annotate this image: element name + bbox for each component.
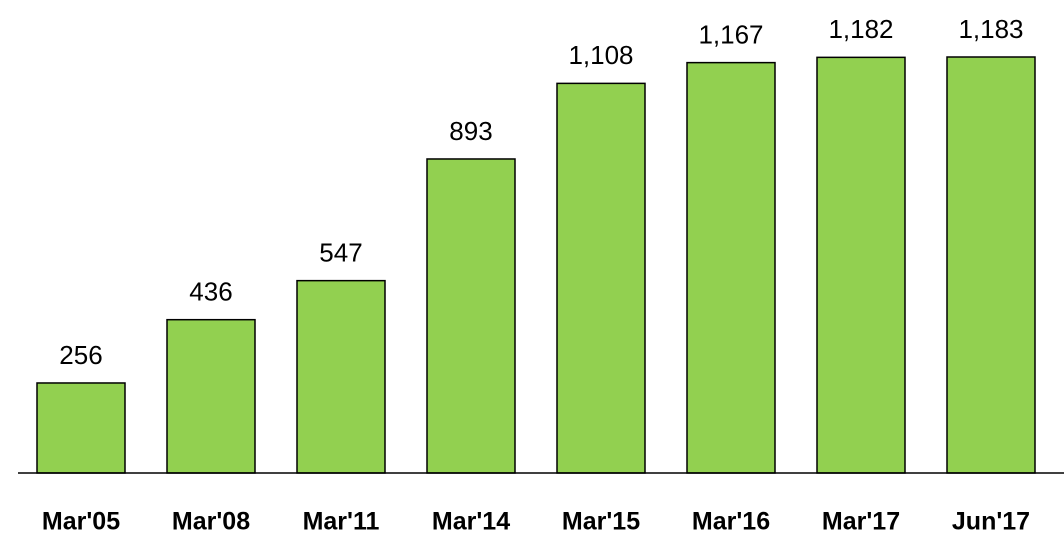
x-tick-label: Mar'17: [822, 508, 900, 536]
bar: [36, 382, 126, 474]
data-label: 256: [59, 340, 102, 370]
x-tick-label: Mar'16: [692, 508, 770, 536]
bar: [556, 82, 646, 474]
bar: [296, 279, 386, 474]
data-label: 1,183: [958, 14, 1023, 44]
bar: [166, 318, 256, 474]
x-tick-label: Jun'17: [952, 508, 1030, 536]
data-label: 1,182: [828, 14, 893, 44]
x-tick-label: Mar'15: [562, 508, 640, 536]
x-tick-label: Mar'14: [432, 508, 510, 536]
data-label: 1,167: [698, 20, 763, 50]
x-tick-label: Mar'11: [303, 508, 380, 536]
data-label: 1,108: [568, 40, 633, 70]
data-label: 893: [449, 116, 492, 146]
bar: [816, 56, 906, 474]
data-label: 547: [319, 238, 362, 268]
bar: [946, 56, 1036, 474]
data-label: 436: [189, 277, 232, 307]
bar: [686, 61, 776, 474]
x-tick-label: Mar'08: [172, 508, 250, 536]
x-tick-label: Mar'05: [42, 508, 120, 536]
bar: [426, 158, 516, 474]
